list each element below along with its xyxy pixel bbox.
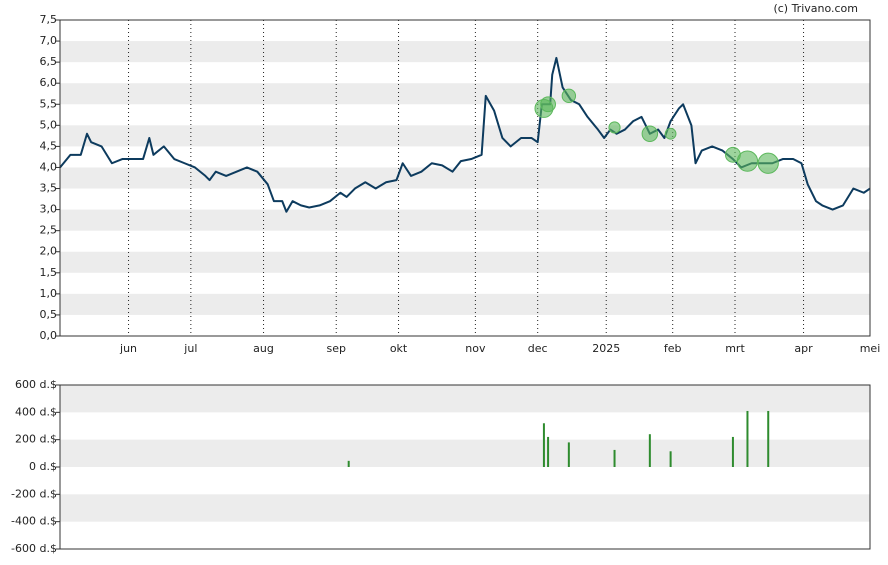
y-tick-label: 0,0 — [40, 329, 58, 342]
bar — [746, 410, 749, 467]
x-tick-label: apr — [794, 342, 813, 355]
price-line — [59, 56, 871, 213]
trade-bubble — [757, 152, 779, 174]
y-tick-label: 200 d.$ — [15, 433, 57, 446]
bar — [567, 442, 570, 467]
y-tick-label: -200 d.$ — [11, 487, 57, 500]
bar — [547, 436, 550, 467]
y-tick-label: 7,0 — [40, 34, 58, 47]
bar — [648, 434, 651, 467]
x-tick-label: 2025 — [592, 342, 620, 355]
y-tick-label: 5,5 — [40, 97, 58, 110]
x-tick-label: aug — [253, 342, 274, 355]
trade-bubble — [608, 121, 621, 134]
y-tick-label: 0,5 — [40, 308, 58, 321]
bar — [731, 436, 734, 467]
y-tick-label: 600 d.$ — [15, 378, 57, 391]
y-tick-label: 3,5 — [40, 182, 58, 195]
y-tick-label: 4,0 — [40, 160, 58, 173]
bar — [767, 410, 770, 467]
y-tick-label: 400 d.$ — [15, 405, 57, 418]
x-tick-label: dec — [528, 342, 548, 355]
y-tick-label: 6,0 — [40, 76, 58, 89]
trade-bubble — [641, 125, 659, 143]
y-tick-label: -600 d.$ — [11, 542, 57, 555]
plot-frame — [59, 19, 871, 337]
x-tick-label: jul — [183, 342, 197, 355]
y-tick-label: 0 d.$ — [29, 460, 57, 473]
y-tick-label: -400 d.$ — [11, 515, 57, 528]
bar — [613, 449, 616, 467]
trade-bubble — [540, 96, 556, 113]
bar — [669, 451, 672, 467]
watermark: (c) Trivano.com — [773, 2, 858, 15]
x-tick-label: feb — [664, 342, 682, 355]
y-tick-label: 5,0 — [40, 118, 58, 131]
y-tick-label: 2,5 — [40, 224, 58, 237]
bar — [542, 423, 545, 467]
trade-bubble — [664, 127, 677, 140]
grid-band — [60, 167, 870, 189]
trade-bubble — [561, 88, 577, 104]
x-tick-label: jun — [119, 342, 137, 355]
grid-band — [60, 83, 870, 105]
trade-bubble — [736, 150, 759, 172]
grid-band — [60, 41, 870, 63]
grid-band — [60, 209, 870, 231]
grid-band — [60, 251, 870, 273]
y-tick-label: 6,5 — [40, 55, 58, 68]
y-tick-label: 3,0 — [40, 203, 58, 216]
y-tick-label: 1,0 — [40, 287, 58, 300]
y-tick-label: 7,5 — [40, 13, 58, 26]
x-tick-label: mrt — [725, 342, 745, 355]
plot-frame — [59, 384, 871, 550]
grid-band — [60, 385, 870, 413]
y-tick-label: 4,5 — [40, 139, 58, 152]
x-tick-label: okt — [390, 342, 408, 355]
bar — [347, 460, 350, 467]
y-tick-label: 1,5 — [40, 266, 58, 279]
grid-band — [60, 125, 870, 147]
x-tick-label: nov — [465, 342, 486, 355]
grid-band — [60, 494, 870, 522]
x-tick-label: mei — [860, 342, 881, 355]
grid-band — [60, 293, 870, 315]
y-tick-label: 2,0 — [40, 245, 58, 258]
x-tick-label: sep — [326, 342, 345, 355]
grid-band — [60, 439, 870, 467]
